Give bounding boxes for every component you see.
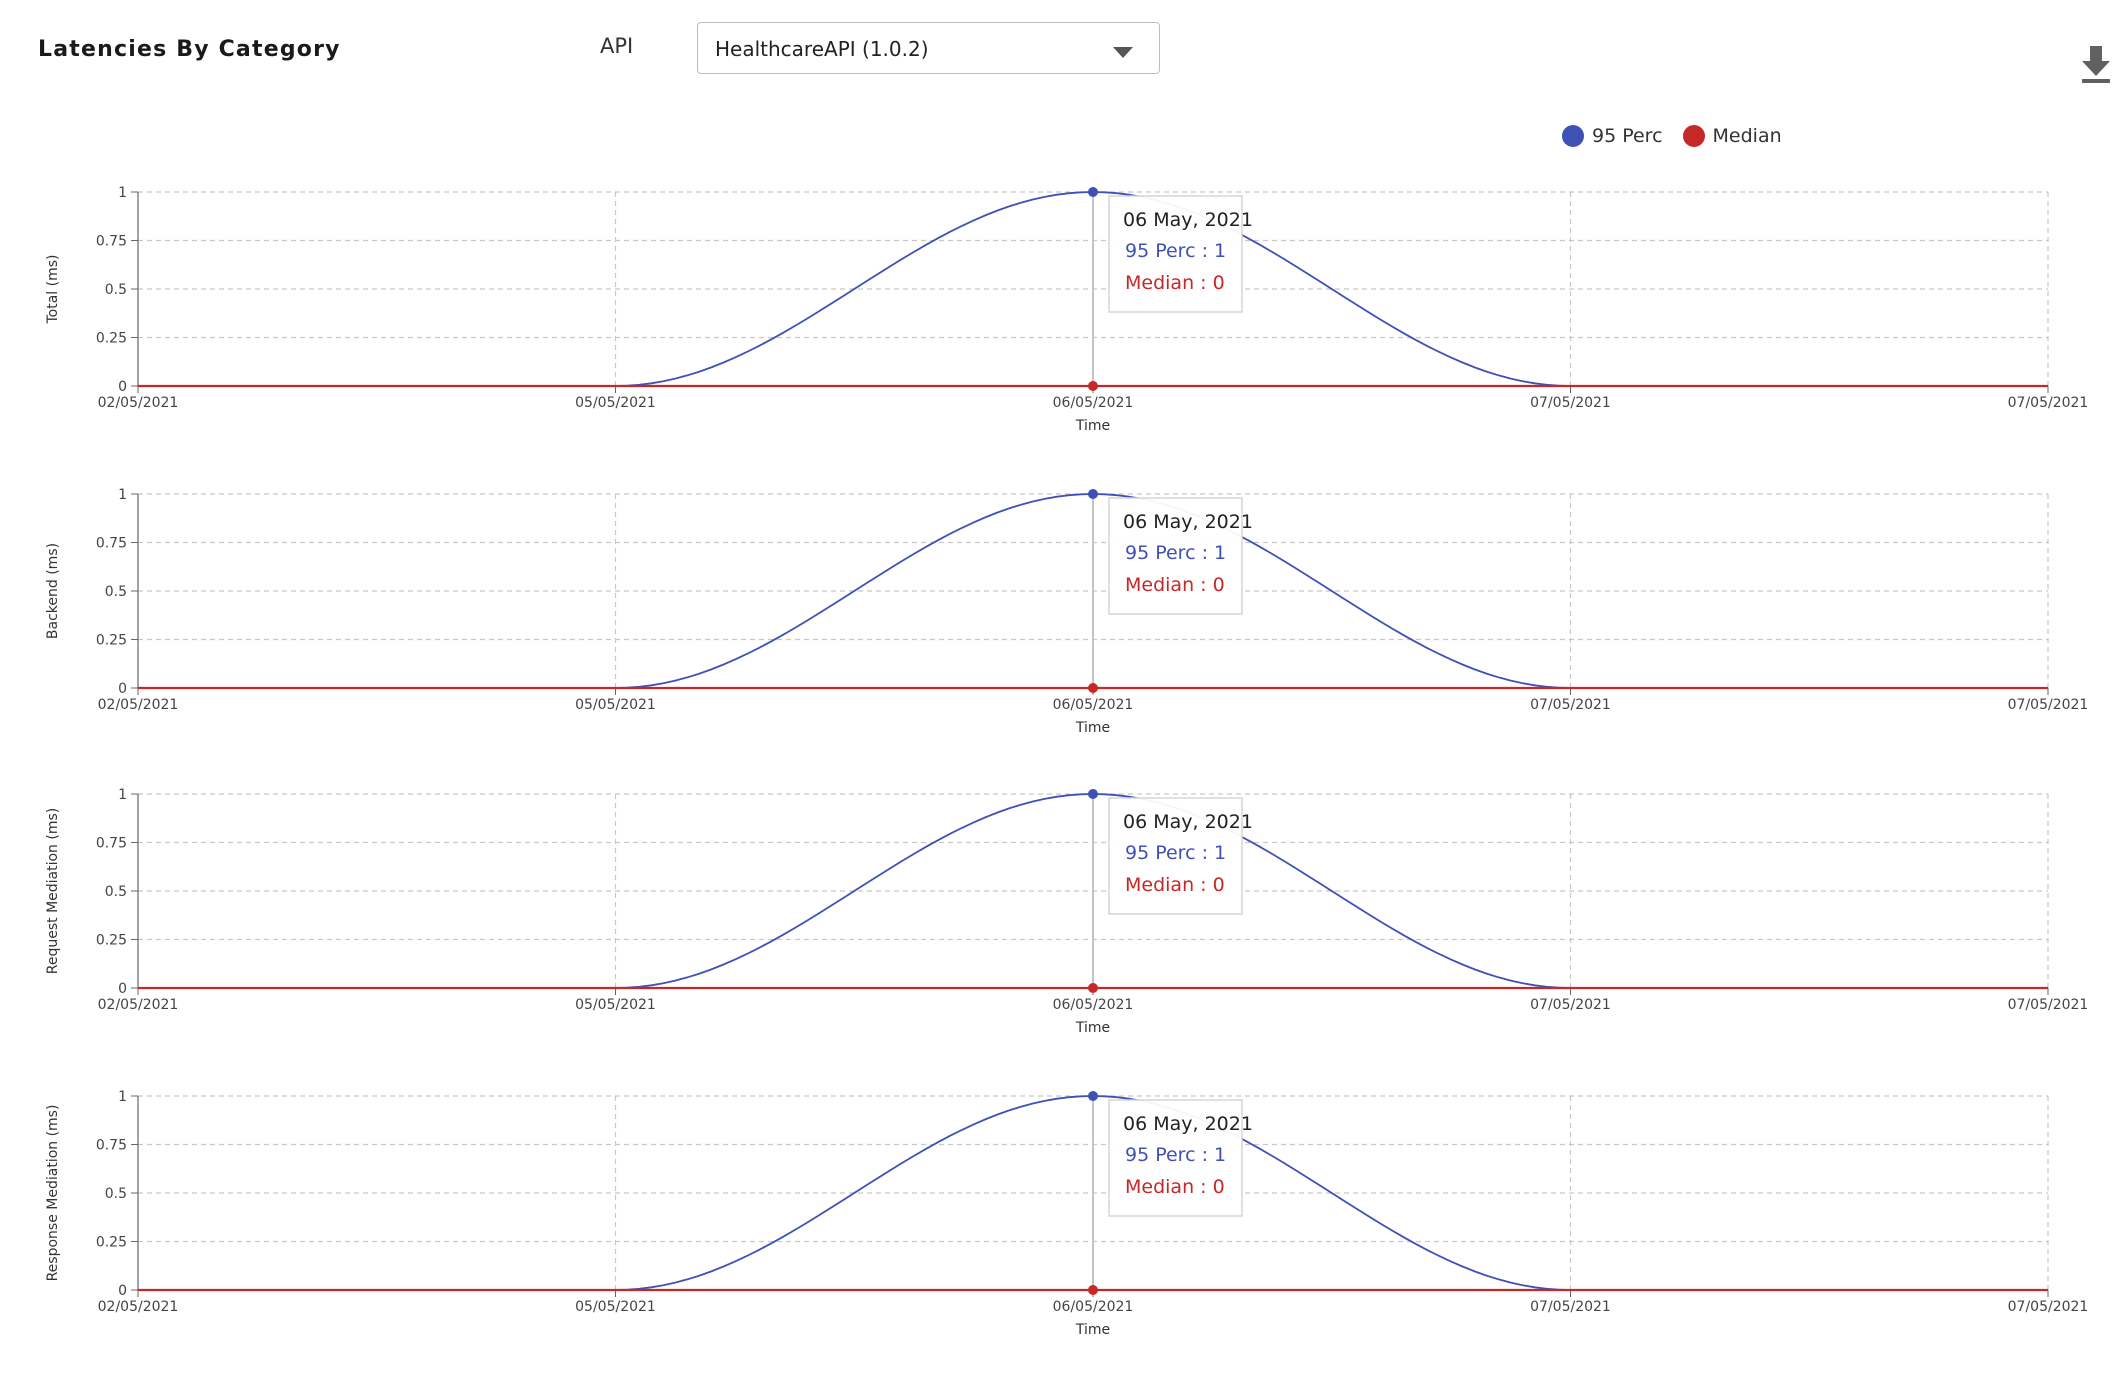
tooltip-p95-value: 95 Perc : 1 (1125, 240, 1226, 262)
x-tick-label: 05/05/2021 (575, 997, 656, 1013)
y-tick-label: 0 (118, 1283, 127, 1299)
data-point-median[interactable] (1088, 1285, 1098, 1295)
tooltip-box (1108, 797, 1243, 915)
x-tick-label: 02/05/2021 (98, 697, 179, 713)
data-point-p95[interactable] (1088, 187, 1098, 197)
legend-swatch-p95 (1562, 125, 1584, 147)
y-tick-label: 1 (118, 787, 127, 803)
tooltip-date: 06 May, 2021 (1123, 1113, 1253, 1135)
data-point-p95[interactable] (1088, 489, 1098, 499)
chart-legend: 95 Perc Median (1562, 125, 1802, 147)
chevron-down-icon (1113, 47, 1133, 58)
x-tick-label: 02/05/2021 (98, 395, 179, 411)
tooltip-p95-value: 95 Perc : 1 (1125, 542, 1226, 564)
chart-svg: 0 0.25 0.5 0.75 1 02/05/2021 05/05/2021 06/05/2… (45, 787, 2089, 1036)
y-tick-label: 0 (118, 379, 127, 395)
y-tick-label: 0.25 (96, 633, 127, 649)
y-axis-label: Response Mediation (ms) (45, 1105, 61, 1282)
x-tick-label: 07/05/2021 (2008, 697, 2089, 713)
tooltip-date: 06 May, 2021 (1123, 511, 1253, 533)
x-tick-label: 06/05/2021 (1053, 1299, 1134, 1315)
y-axis-label: Total (ms) (45, 254, 61, 324)
latency-chart: 0 0.25 0.5 0.75 1 02/05/2021 05/05/2021 06/05/2… (0, 780, 2124, 1080)
chart-svg: 0 0.25 0.5 0.75 1 02/05/2021 05/05/2021 06/05/2… (45, 487, 2089, 736)
x-tick-label: 07/05/2021 (1530, 395, 1611, 411)
chart-svg: 0 0.25 0.5 0.75 1 02/05/2021 05/05/2021 06/05/2… (45, 1089, 2089, 1338)
data-point-p95[interactable] (1088, 789, 1098, 799)
chart-svg: 0 0.25 0.5 0.75 1 02/05/2021 05/05/2021 06/05/2… (45, 185, 2089, 434)
x-tick-label: 07/05/2021 (1530, 997, 1611, 1013)
chart-tooltip: 06 May, 2021 95 Perc : 1 Median : 0 (1108, 195, 1253, 313)
x-tick-label: 06/05/2021 (1053, 697, 1134, 713)
y-tick-label: 0.25 (96, 933, 127, 949)
x-tick-label: 02/05/2021 (98, 997, 179, 1013)
x-tick-label: 07/05/2021 (2008, 395, 2089, 411)
data-point-median[interactable] (1088, 381, 1098, 391)
tooltip-median-value: Median : 0 (1125, 1176, 1225, 1198)
y-tick-label: 0 (118, 681, 127, 697)
latency-chart: 0 0.25 0.5 0.75 1 02/05/2021 05/05/2021 06/05/2… (0, 480, 2124, 780)
y-tick-label: 1 (118, 185, 127, 201)
tooltip-box (1108, 497, 1243, 615)
y-tick-label: 0 (118, 981, 127, 997)
tooltip-median-value: Median : 0 (1125, 874, 1225, 896)
api-select-value: HealthcareAPI (1.0.2) (715, 37, 929, 61)
latency-chart: 0 0.25 0.5 0.75 1 02/05/2021 05/05/2021 06/05/2… (0, 178, 2124, 478)
x-axis-label: Time (1075, 418, 1110, 434)
y-axis-label: Backend (ms) (45, 543, 61, 639)
tooltip-date: 06 May, 2021 (1123, 209, 1253, 231)
x-tick-label: 02/05/2021 (98, 1299, 179, 1315)
data-point-median[interactable] (1088, 683, 1098, 693)
x-axis-label: Time (1075, 720, 1110, 736)
legend-item-median[interactable]: Median (1682, 125, 1782, 147)
y-tick-label: 1 (118, 487, 127, 503)
x-tick-label: 06/05/2021 (1053, 395, 1134, 411)
y-tick-label: 0.75 (96, 836, 127, 852)
legend-swatch-median (1682, 125, 1705, 147)
legend-label-median: Median (1712, 125, 1782, 147)
y-tick-label: 0.5 (105, 584, 127, 600)
tooltip-p95-value: 95 Perc : 1 (1125, 842, 1226, 864)
chart-tooltip: 06 May, 2021 95 Perc : 1 Median : 0 (1108, 797, 1253, 915)
latency-chart: 0 0.25 0.5 0.75 1 02/05/2021 05/05/2021 06/05/2… (0, 1082, 2124, 1382)
y-tick-label: 0.5 (105, 884, 127, 900)
x-tick-label: 05/05/2021 (575, 697, 656, 713)
chart-tooltip: 06 May, 2021 95 Perc : 1 Median : 0 (1108, 1099, 1253, 1217)
page-title: Latencies By Category (38, 37, 341, 62)
legend-label-p95: 95 Perc (1592, 125, 1663, 147)
y-tick-label: 0.75 (96, 234, 127, 250)
tooltip-p95-value: 95 Perc : 1 (1125, 1144, 1226, 1166)
y-tick-label: 0.5 (105, 282, 127, 298)
x-tick-label: 07/05/2021 (1530, 697, 1611, 713)
api-label: API (600, 34, 634, 58)
y-tick-label: 1 (118, 1089, 127, 1105)
api-select[interactable]: HealthcareAPI (1.0.2) (697, 22, 1160, 74)
y-axis-label: Request Mediation (ms) (45, 808, 61, 975)
y-tick-label: 0.25 (96, 1235, 127, 1251)
y-tick-label: 0.5 (105, 1186, 127, 1202)
chart-tooltip: 06 May, 2021 95 Perc : 1 Median : 0 (1108, 497, 1253, 615)
x-axis-label: Time (1075, 1322, 1110, 1338)
legend-item-p95[interactable]: 95 Perc (1562, 125, 1663, 147)
x-tick-label: 07/05/2021 (1530, 1299, 1611, 1315)
tooltip-box (1108, 1099, 1243, 1217)
tooltip-date: 06 May, 2021 (1123, 811, 1253, 833)
data-point-median[interactable] (1088, 983, 1098, 993)
tooltip-median-value: Median : 0 (1125, 272, 1225, 294)
x-tick-label: 07/05/2021 (2008, 1299, 2089, 1315)
tooltip-median-value: Median : 0 (1125, 574, 1225, 596)
x-tick-label: 07/05/2021 (2008, 997, 2089, 1013)
download-icon[interactable] (2080, 44, 2112, 84)
y-tick-label: 0.75 (96, 536, 127, 552)
y-tick-label: 0.25 (96, 331, 127, 347)
tooltip-box (1108, 195, 1243, 313)
data-point-p95[interactable] (1088, 1091, 1098, 1101)
x-axis-label: Time (1075, 1020, 1110, 1036)
x-tick-label: 05/05/2021 (575, 395, 656, 411)
y-tick-label: 0.75 (96, 1138, 127, 1154)
x-tick-label: 05/05/2021 (575, 1299, 656, 1315)
x-tick-label: 06/05/2021 (1053, 997, 1134, 1013)
